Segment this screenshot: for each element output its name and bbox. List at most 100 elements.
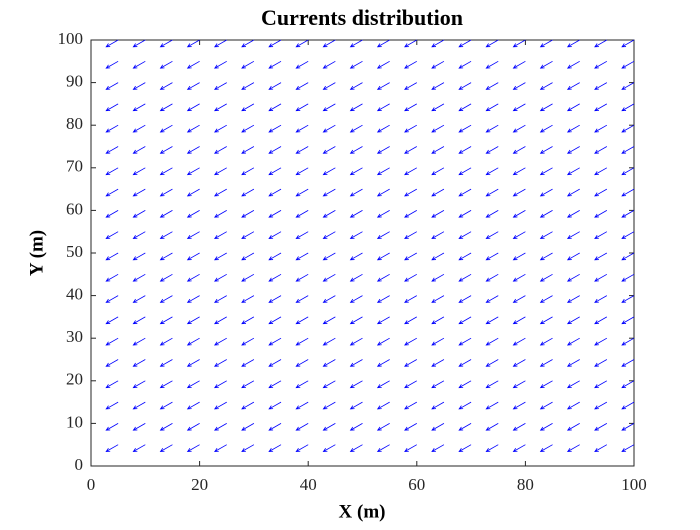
arrow — [566, 252, 580, 261]
arrow — [512, 167, 526, 176]
arrow — [322, 423, 336, 431]
arrow — [566, 273, 580, 282]
arrow — [349, 423, 363, 431]
arrow — [186, 39, 200, 48]
arrow — [458, 252, 472, 261]
arrow — [404, 124, 417, 133]
arrow — [404, 423, 417, 431]
arrow — [349, 146, 363, 154]
arrow — [594, 124, 608, 133]
arrow — [241, 401, 255, 410]
arrow — [512, 444, 526, 452]
arrow — [322, 167, 336, 176]
arrow — [159, 444, 173, 452]
arrow — [132, 210, 146, 218]
arrow — [539, 60, 553, 69]
arrow — [404, 444, 417, 452]
arrow — [404, 39, 417, 48]
arrow — [186, 359, 200, 367]
arrow — [376, 401, 390, 410]
arrow — [322, 39, 336, 48]
x-tick-label: 40 — [300, 475, 317, 494]
arrow — [485, 167, 499, 176]
arrow — [132, 295, 146, 303]
arrow — [268, 124, 282, 133]
arrow — [621, 295, 635, 303]
arrow — [512, 401, 526, 410]
arrow — [566, 188, 580, 197]
arrow — [159, 124, 173, 133]
arrow — [431, 380, 445, 389]
arrow — [105, 359, 119, 367]
arrow — [431, 60, 445, 69]
arrow — [295, 380, 309, 389]
arrow — [539, 273, 553, 282]
chart-title: Currents distribution — [261, 5, 463, 30]
arrow — [214, 231, 227, 239]
arrow — [539, 401, 553, 410]
arrow — [376, 444, 390, 452]
arrow — [431, 188, 445, 197]
arrow — [539, 124, 553, 133]
arrow — [566, 359, 580, 367]
arrow — [539, 231, 553, 239]
x-tick-label: 80 — [517, 475, 534, 494]
arrow — [566, 231, 580, 239]
arrow — [105, 39, 119, 48]
arrow — [186, 337, 200, 346]
arrow — [105, 380, 119, 389]
arrow — [132, 337, 146, 346]
arrow — [322, 380, 336, 389]
y-tick-label: 70 — [66, 157, 83, 176]
arrow — [295, 60, 309, 69]
arrow — [404, 210, 417, 218]
arrow — [214, 295, 227, 303]
arrow — [295, 103, 309, 112]
arrow — [132, 146, 146, 154]
arrow — [295, 337, 309, 346]
arrow — [539, 444, 553, 452]
arrow — [621, 60, 635, 69]
arrow — [621, 252, 635, 261]
arrow — [186, 60, 200, 69]
arrow — [186, 380, 200, 389]
arrow — [295, 167, 309, 176]
arrow — [214, 380, 227, 389]
arrow — [186, 316, 200, 325]
arrow — [566, 337, 580, 346]
arrow — [132, 252, 146, 261]
arrow — [349, 60, 363, 69]
arrow — [349, 124, 363, 133]
arrow — [349, 380, 363, 389]
arrow — [458, 82, 472, 90]
arrow — [458, 146, 472, 154]
arrow — [132, 423, 146, 431]
arrow — [268, 252, 282, 261]
arrow — [214, 39, 227, 48]
arrow — [431, 273, 445, 282]
arrow — [594, 167, 608, 176]
arrow — [268, 423, 282, 431]
y-tick-label: 80 — [66, 114, 83, 133]
arrow — [594, 210, 608, 218]
arrow — [186, 444, 200, 452]
arrow — [322, 188, 336, 197]
arrow — [376, 60, 390, 69]
arrow — [214, 82, 227, 90]
x-axis-label: X (m) — [339, 501, 386, 522]
arrow — [159, 39, 173, 48]
arrow — [431, 103, 445, 112]
arrow — [349, 210, 363, 218]
arrow — [105, 316, 119, 325]
arrow — [594, 188, 608, 197]
arrow — [485, 39, 499, 48]
y-tick-label: 10 — [66, 412, 83, 431]
arrow — [594, 82, 608, 90]
arrow — [322, 316, 336, 325]
arrow — [621, 82, 635, 90]
arrow — [566, 295, 580, 303]
arrow — [295, 124, 309, 133]
arrow — [621, 423, 635, 431]
arrow — [132, 82, 146, 90]
